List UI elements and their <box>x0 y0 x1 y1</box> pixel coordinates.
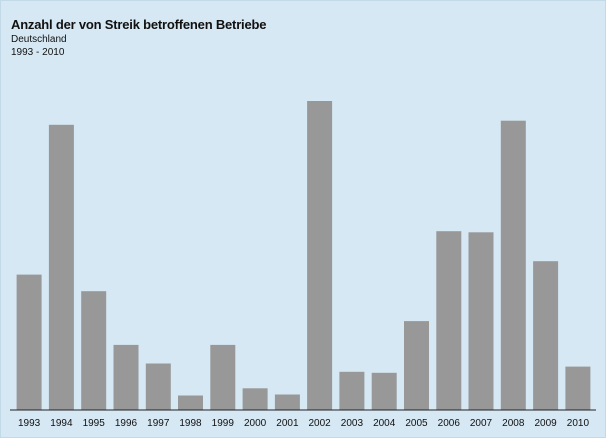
x-tick-label: 2007 <box>470 418 493 429</box>
bar-1996 <box>113 344 139 410</box>
chart-title: Anzahl der von Streik betroffenen Betrie… <box>11 17 267 32</box>
x-tick-label: 2008 <box>502 418 525 429</box>
x-tick-label: 1993 <box>18 418 41 429</box>
bar-2010 <box>565 366 591 410</box>
chart-period: 1993 - 2010 <box>11 47 65 58</box>
x-tick-label: 2002 <box>308 418 331 429</box>
bar-2009 <box>533 261 559 410</box>
bar-1994 <box>48 124 74 411</box>
bar-2003 <box>339 371 365 410</box>
chart-subtitle: Deutschland <box>11 34 67 45</box>
bar-2001 <box>274 394 300 410</box>
bar-2006 <box>436 231 462 410</box>
bar-2005 <box>404 321 429 410</box>
bar-1998 <box>178 395 203 410</box>
x-tick-label: 1997 <box>147 418 170 429</box>
x-tick-label: 2001 <box>276 418 299 429</box>
x-tick-label: 1994 <box>50 418 73 429</box>
bar-2008 <box>500 120 526 410</box>
x-tick-label: 1999 <box>212 418 235 429</box>
x-tick-label: 1998 <box>179 418 202 429</box>
x-tick-label: 2009 <box>534 418 557 429</box>
bar-1995 <box>81 291 107 410</box>
bar-2004 <box>371 372 397 410</box>
x-tick-label: 2005 <box>405 418 428 429</box>
bar-1993 <box>16 274 42 410</box>
x-tick-label: 2010 <box>567 418 590 429</box>
x-tick-label: 1996 <box>115 418 138 429</box>
bar-2002 <box>307 101 333 410</box>
bar-2000 <box>242 388 268 410</box>
x-tick-label: 2003 <box>341 418 364 429</box>
x-tick-label: 2000 <box>244 418 267 429</box>
x-tick-label: 1995 <box>83 418 106 429</box>
x-tick-label: 2004 <box>373 418 396 429</box>
bar-1999 <box>210 344 236 410</box>
bar-2007 <box>468 232 494 410</box>
x-tick-label: 2006 <box>438 418 461 429</box>
bar-1997 <box>145 363 171 410</box>
